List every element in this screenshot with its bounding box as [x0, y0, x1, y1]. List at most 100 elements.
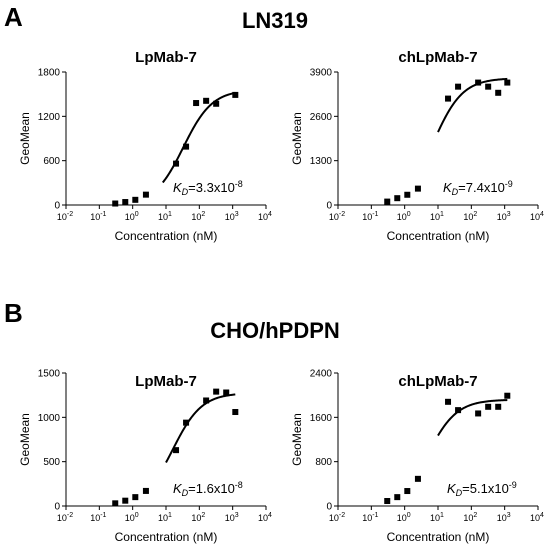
x-tick-label: 10-1: [90, 211, 106, 222]
data-point: [142, 487, 149, 494]
data-point: [404, 488, 411, 495]
x-axis-label: Concentration (nM): [115, 530, 218, 544]
data-point: [132, 494, 139, 501]
data-point: [495, 403, 502, 410]
x-tick-label: 10-2: [57, 211, 73, 222]
x-axis-label: Concentration (nM): [387, 530, 490, 544]
data-point: [504, 79, 511, 86]
x-tick-exponent: -1: [100, 512, 106, 519]
data-point: [112, 500, 119, 507]
kd-subscript: D: [182, 488, 189, 498]
data-point: [445, 95, 452, 102]
section-title-b: CHO/hPDPN: [210, 318, 340, 343]
y-tick-label: 500: [43, 457, 60, 468]
x-tick-label: 103: [225, 211, 239, 222]
x-tick-label: 100: [397, 512, 411, 523]
data-point: [414, 185, 421, 192]
x-tick-exponent: 3: [507, 512, 511, 519]
x-axis-label: Concentration (nM): [387, 229, 490, 243]
data-point: [132, 196, 139, 203]
x-tick-exponent: 3: [507, 211, 511, 218]
data-point: [173, 160, 180, 167]
x-tick-label: 10-2: [329, 512, 345, 523]
data-point: [122, 497, 129, 504]
y-axis-label: GeoMean: [290, 112, 304, 165]
x-tick-label: 10-1: [362, 512, 378, 523]
x-tick-exponent: 1: [168, 211, 172, 218]
y-tick-label: 0: [54, 201, 60, 212]
y-tick-label: 1500: [38, 369, 61, 380]
chart-title: chLpMab-7: [398, 373, 477, 390]
kd-annotation: KD=1.6x10-8: [173, 480, 243, 498]
x-tick-label: 103: [497, 512, 511, 523]
x-tick-exponent: -2: [339, 512, 345, 519]
panel-letter-b: B: [4, 298, 23, 328]
fit-curve: [437, 77, 508, 133]
x-tick-exponent: -2: [67, 211, 73, 218]
y-tick-label: 1600: [310, 413, 333, 424]
kd-exponent: -9: [505, 179, 513, 189]
y-axis-label: GeoMean: [18, 112, 32, 165]
data-point: [173, 447, 180, 454]
kd-prefix: K: [173, 180, 183, 195]
data-point: [475, 79, 482, 86]
y-axis-label: GeoMean: [290, 413, 304, 466]
data-point: [232, 91, 239, 98]
x-tick-label: 10-1: [90, 512, 106, 523]
fit-curve: [437, 399, 508, 437]
data-point: [213, 388, 220, 395]
data-point: [504, 392, 511, 399]
data-point: [485, 83, 492, 90]
data-point: [394, 494, 401, 501]
x-tick-exponent: 1: [168, 512, 172, 519]
x-tick-label: 103: [497, 211, 511, 222]
data-point: [404, 191, 411, 198]
x-tick-label: 101: [158, 211, 172, 222]
x-tick-exponent: 3: [235, 512, 239, 519]
x-tick-exponent: 4: [268, 211, 272, 218]
x-tick-label: 104: [530, 512, 544, 523]
data-point: [213, 100, 220, 107]
data-point: [455, 407, 462, 414]
x-tick-exponent: 4: [540, 211, 544, 218]
data-point: [414, 475, 421, 482]
kd-annotation: KD=3.3x10-8: [173, 179, 243, 197]
x-tick-exponent: -2: [67, 512, 73, 519]
x-tick-label: 100: [397, 211, 411, 222]
data-point: [183, 143, 190, 150]
x-tick-exponent: 4: [268, 512, 272, 519]
y-axis-label: GeoMean: [18, 413, 32, 466]
x-tick-label: 10-2: [57, 512, 73, 523]
x-tick-exponent: -1: [372, 512, 378, 519]
y-tick-label: 1300: [310, 156, 333, 167]
y-tick-label: 1800: [38, 68, 61, 79]
data-point: [475, 410, 482, 417]
kd-prefix: K: [443, 180, 453, 195]
kd-prefix: K: [447, 481, 457, 496]
data-point: [455, 83, 462, 90]
data-point: [183, 419, 190, 426]
x-tick-label: 102: [191, 211, 205, 222]
x-tick-label: 103: [225, 512, 239, 523]
y-tick-label: 2600: [310, 112, 333, 123]
x-tick-exponent: 2: [473, 211, 477, 218]
x-tick-exponent: 3: [235, 211, 239, 218]
x-tick-label: 102: [191, 512, 205, 523]
y-tick-label: 3900: [310, 68, 333, 79]
x-tick-exponent: 2: [473, 512, 477, 519]
y-tick-label: 2400: [310, 369, 333, 380]
y-tick-label: 0: [326, 502, 332, 513]
fit-curve: [161, 91, 236, 184]
x-tick-exponent: -2: [339, 211, 345, 218]
x-tick-label: 102: [463, 211, 477, 222]
x-tick-exponent: 0: [135, 512, 139, 519]
x-tick-label: 104: [258, 512, 272, 523]
x-tick-label: 10-2: [329, 211, 345, 222]
x-tick-label: 104: [258, 211, 272, 222]
data-point: [112, 200, 119, 207]
kd-subscript: D: [456, 488, 463, 498]
kd-value: =5.1x10: [462, 481, 509, 496]
chart-title: chLpMab-7: [398, 49, 477, 66]
